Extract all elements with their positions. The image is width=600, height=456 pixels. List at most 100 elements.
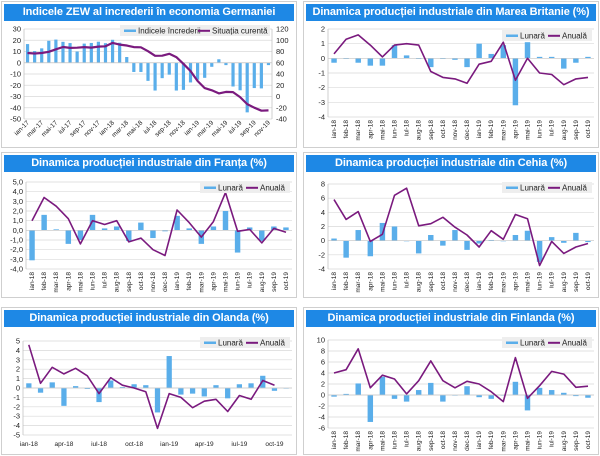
bar	[343, 393, 349, 395]
legend: Indicele încrederii Situația curentă	[120, 25, 270, 36]
bar	[245, 62, 249, 113]
bar	[464, 386, 470, 395]
y-tick-label: -4	[318, 113, 325, 122]
bar	[452, 230, 458, 241]
x-tick-label: aug-18	[416, 120, 423, 141]
bar	[203, 62, 207, 78]
bar	[41, 214, 47, 231]
chart-title-germany: Indicele ZEW al increderii în economia G…	[4, 4, 294, 21]
x-tick-label: iul-18	[102, 272, 109, 288]
y-tick-label: 1	[16, 374, 20, 383]
y-tick-label: 2	[321, 380, 325, 389]
x-tick-label: aug-18	[114, 272, 121, 293]
bar	[561, 58, 567, 69]
x-tick-label: mai-19	[525, 272, 532, 292]
bar	[573, 395, 579, 397]
legend-label-bar: Indicele încrederii	[138, 27, 201, 36]
bar	[89, 214, 96, 231]
bar	[500, 45, 507, 59]
x-tick-label: feb-19	[186, 272, 193, 291]
x-tick-label: oct-18	[440, 120, 447, 138]
x-tick-label: nov-18	[452, 120, 459, 140]
chart-panel-czechia: Dinamica producției industriale din Cehi…	[303, 152, 599, 298]
chart-czechia: 8 6 4 2 0 -2 -4 ian-18 feb-18 mar-18 apr-18 mai-18 i…	[318, 180, 594, 293]
x-tick-label: oct-18	[440, 431, 447, 449]
y-tick-label: 5,0	[13, 178, 23, 187]
x-tick-label: feb-18	[343, 431, 350, 450]
bar	[283, 227, 289, 231]
x-tick-label: mar-18	[355, 120, 362, 141]
x-tick-label: iul-18	[404, 431, 411, 447]
x-tick-label: oct-19	[265, 441, 283, 448]
bar	[77, 230, 84, 240]
bar	[561, 392, 567, 395]
y2-tick-label: 20	[276, 81, 284, 90]
legend-swatch-bar	[506, 341, 518, 344]
bar	[428, 382, 434, 395]
x-tick-label: aug-18	[416, 431, 423, 452]
x-tick-label: iul-19	[549, 120, 556, 136]
bar	[331, 238, 337, 241]
x-tick-label: aug-19	[561, 431, 568, 452]
x-tick-label: dec-18	[162, 272, 169, 292]
legend-box	[120, 25, 270, 36]
bar	[271, 388, 278, 391]
y-tick-label: -4	[13, 421, 20, 430]
bar	[331, 58, 337, 63]
legend-box	[200, 182, 290, 193]
chart-uk: 2 1 0 -1 -2 -3 -4 ian-18 feb-18 mar-18 apr-18 mai-1…	[318, 25, 594, 141]
x-tick-label: mai-19	[223, 272, 230, 292]
legend-label-line: Anuală	[562, 184, 587, 193]
bar	[84, 388, 90, 389]
bar	[524, 230, 531, 241]
x-tick-label: oct-19	[585, 272, 592, 290]
y2-tick-label: 60	[276, 58, 284, 67]
y-tick-label: 20	[13, 36, 21, 45]
y-tick-label: 0	[321, 54, 325, 63]
x-tick-label: oct-18	[440, 272, 447, 290]
x-tick-label: sep-18	[428, 431, 435, 451]
x-tick-label: nov-18	[150, 272, 157, 292]
x-tick-label: feb-18	[343, 272, 350, 291]
x-tick-label: apr-19	[210, 272, 217, 291]
y-tick-label: -10	[10, 70, 21, 79]
x-tick-label: oct-18	[138, 272, 145, 290]
x-tick-label: mai-17	[40, 119, 59, 138]
x-tick-label: mar-18	[355, 431, 362, 452]
line-series-anuala	[31, 191, 287, 257]
bar	[464, 240, 470, 250]
x-tick-label: iul-19	[247, 272, 254, 288]
bar	[234, 230, 241, 253]
x-tick-label: sep-18	[428, 120, 435, 140]
y2-tick-label: 80	[276, 47, 284, 56]
bar	[585, 56, 591, 59]
y-tick-label: -4,0	[10, 265, 23, 274]
bar	[167, 62, 171, 75]
x-tick-label: mar-19	[198, 272, 205, 293]
x-tick-label: iun-19	[537, 120, 544, 138]
y2-tick-label: 120	[276, 25, 289, 34]
y2-tick-label: -20	[276, 103, 287, 112]
x-tick-label: aug-19	[561, 120, 568, 141]
y-tick-label: 4	[16, 346, 20, 355]
bar	[524, 42, 531, 59]
y-tick-label: -4	[318, 265, 325, 274]
bar	[536, 387, 543, 395]
bar	[391, 395, 398, 399]
bar	[68, 43, 72, 63]
bar	[488, 239, 494, 241]
x-tick-label: mai-19	[210, 119, 229, 138]
bar	[238, 62, 242, 91]
bar	[186, 228, 192, 231]
y-tick-label: 1	[321, 39, 325, 48]
x-tick-label: apr-19	[512, 272, 519, 291]
bar	[476, 43, 482, 59]
bar	[488, 53, 494, 59]
bar	[224, 62, 228, 66]
y2-tick-label: 100	[276, 36, 289, 45]
bar	[33, 51, 37, 63]
y-tick-label: -5	[13, 431, 20, 440]
bar	[367, 395, 374, 422]
y-tick-label: -4	[318, 413, 325, 422]
x-tick-label: feb-19	[488, 431, 495, 450]
